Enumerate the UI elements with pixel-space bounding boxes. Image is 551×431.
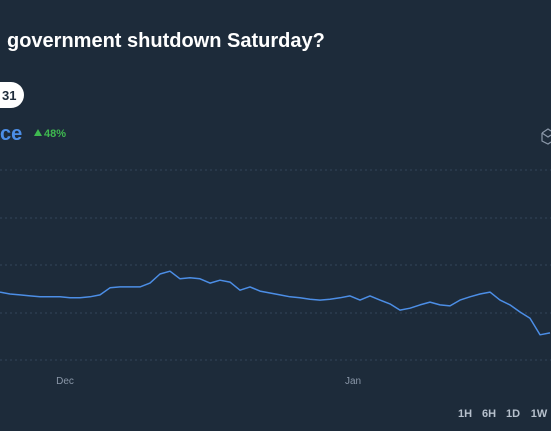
pill-label[interactable]: 31 bbox=[2, 88, 16, 103]
x-tick-label: Jan bbox=[345, 376, 361, 387]
range-button[interactable]: 1D bbox=[506, 408, 520, 420]
embed-icon[interactable] bbox=[541, 128, 551, 145]
title: government shutdown Saturday? bbox=[7, 30, 325, 52]
range-button[interactable]: 1H bbox=[458, 408, 472, 420]
grid bbox=[0, 169, 551, 361]
pill[interactable] bbox=[0, 82, 24, 108]
range-button[interactable]: 6H bbox=[482, 408, 496, 420]
price-change: 48% bbox=[44, 128, 66, 140]
x-tick-label: Dec bbox=[56, 376, 74, 387]
price-line bbox=[0, 270, 551, 336]
up-arrow bbox=[34, 129, 42, 136]
range-button[interactable]: 1W bbox=[531, 408, 548, 420]
price-label: ce bbox=[0, 123, 22, 145]
